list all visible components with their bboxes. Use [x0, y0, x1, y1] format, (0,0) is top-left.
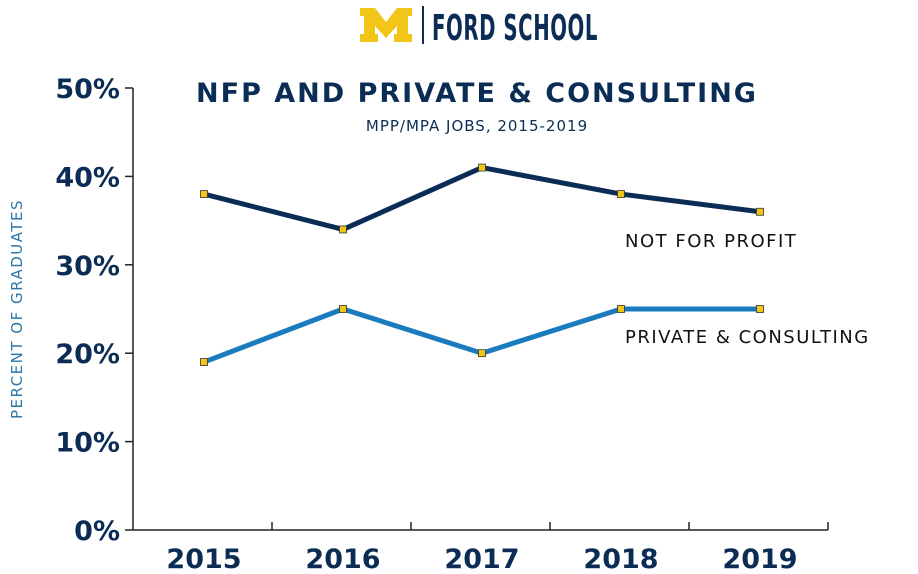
y-tick-label: 30% [55, 251, 120, 282]
axes [132, 88, 828, 531]
series-markers [200, 163, 764, 366]
y-tick-label: 10% [55, 428, 120, 459]
x-tick-label: 2018 [583, 544, 658, 574]
x-tick-label: 2016 [305, 544, 380, 574]
y-tick-label: 20% [55, 339, 120, 370]
data-point-not-for-profit [339, 225, 347, 234]
data-point-not-for-profit [478, 163, 486, 172]
data-point-not-for-profit [617, 190, 625, 198]
y-tick-label: 0% [74, 516, 120, 547]
x-tick-label: 2015 [166, 544, 241, 574]
ford-school-wordmark: FORD SCHOOL [432, 8, 598, 49]
logo-divider [422, 6, 424, 44]
y-tick-label: 50% [55, 74, 120, 105]
data-point-private-consulting [339, 305, 347, 313]
x-axis-ticks: 2015 2016 2017 2018 2019 [166, 522, 829, 574]
chart-title: NFP AND PRIVATE & CONSULTING [196, 78, 758, 109]
chart-subtitle: MPP/MPA JOBS, 2015-2019 [366, 117, 588, 135]
x-tick-label: 2019 [722, 544, 797, 574]
data-point-private-consulting [478, 349, 486, 358]
data-point-private-consulting [200, 358, 208, 366]
y-axis-label: PERCENT OF GRADUATES [8, 199, 26, 419]
series-line-not-for-profit [203, 165, 761, 232]
data-point-private-consulting [756, 305, 764, 313]
y-axis-ticks: 0% 10% 20% 30% 40% 50% [55, 74, 133, 547]
ford-school-logo: FORD SCHOOL [360, 6, 598, 49]
data-point-not-for-profit [200, 190, 208, 198]
data-point-not-for-profit [756, 207, 764, 216]
series-label-not-for-profit: NOT FOR PROFIT [625, 231, 797, 252]
x-tick-label: 2017 [444, 544, 519, 574]
y-tick-label: 40% [55, 162, 120, 193]
block-m-logo-icon [360, 8, 412, 42]
data-point-private-consulting [617, 305, 625, 313]
series-label-private-consulting: PRIVATE & CONSULTING [625, 327, 870, 348]
